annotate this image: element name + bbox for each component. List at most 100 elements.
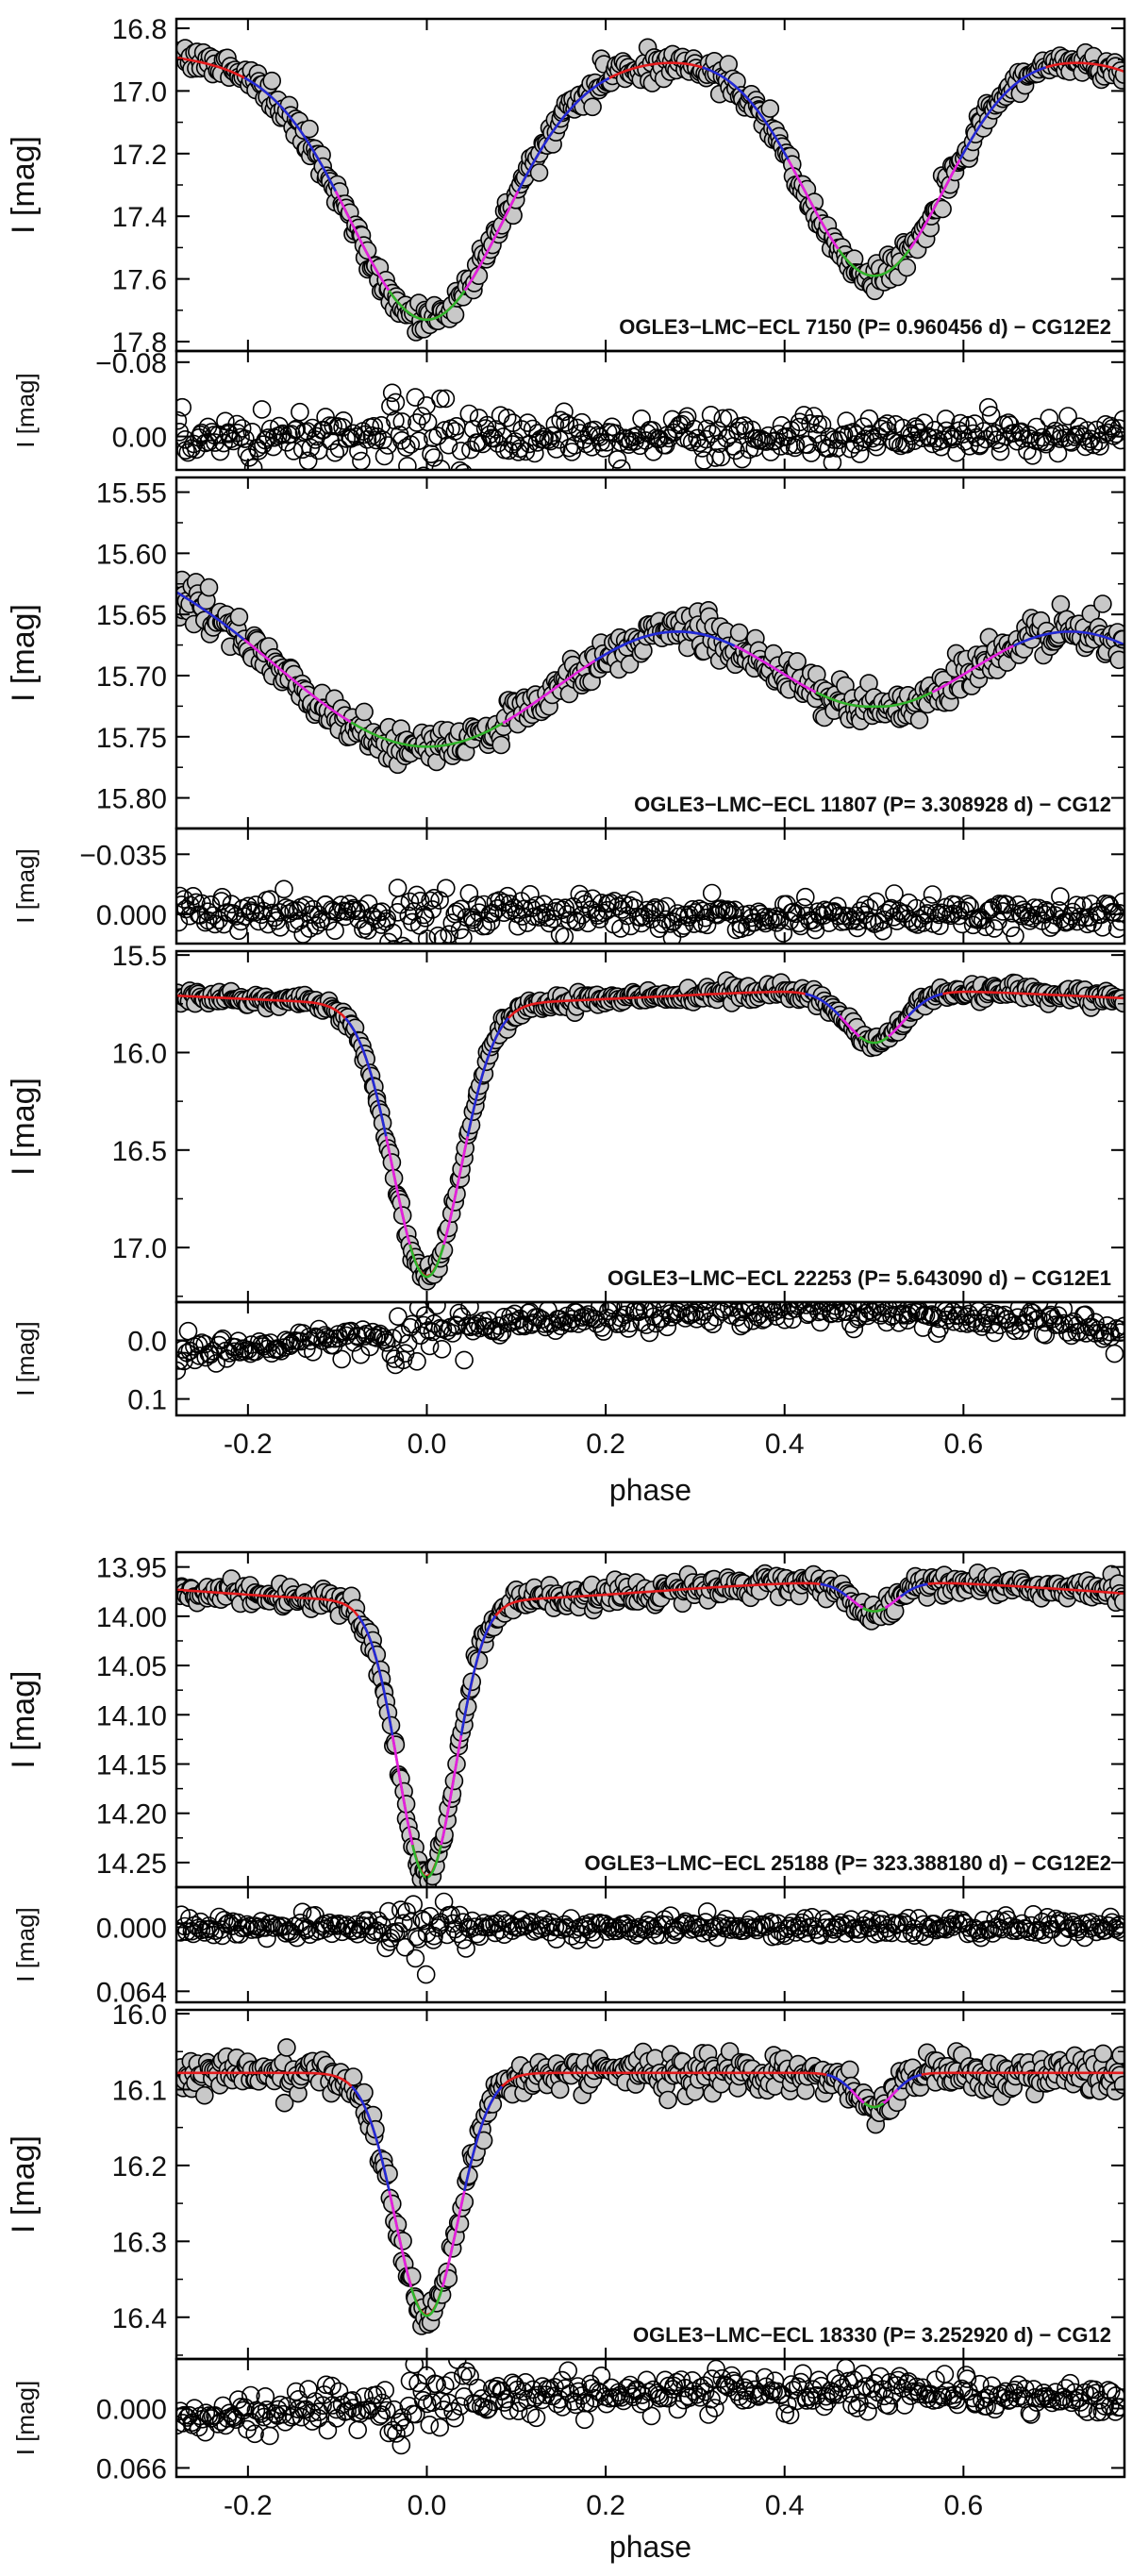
residual-y-axis-label: I [mag] — [11, 373, 40, 447]
model-ingress-magenta — [391, 1735, 414, 1846]
residual-point — [176, 2401, 190, 2420]
residual-point — [793, 2364, 812, 2384]
residual-point — [325, 921, 344, 941]
residual-point — [318, 2420, 338, 2440]
residual-point — [682, 432, 702, 452]
residual-point — [375, 446, 394, 466]
residual-point — [368, 1911, 388, 1931]
model-sec-ingress-blue — [805, 993, 841, 1017]
star-annotation: OGLE3−LMC−ECL 7150 (P= 0.960456 d) − CG1… — [619, 315, 1111, 339]
residual-point — [413, 2391, 433, 2410]
residual-point — [685, 419, 704, 439]
residual-point — [807, 1302, 827, 1311]
residual-point — [518, 413, 538, 432]
residual-point — [845, 435, 865, 454]
residual-point — [801, 2387, 820, 2406]
y-tick-label: 16.3 — [112, 2227, 167, 2258]
residual-point — [496, 2389, 516, 2409]
residual-point — [465, 2359, 472, 2360]
residual-point — [1018, 441, 1037, 460]
residual-point — [176, 410, 188, 430]
model-ingress-magenta — [388, 2190, 413, 2288]
residual-point — [445, 2408, 465, 2428]
data-point — [788, 652, 807, 671]
residual-point — [963, 424, 983, 443]
residual-point — [795, 887, 815, 907]
model-ingress-magenta — [384, 1135, 411, 1246]
residual-point — [742, 420, 761, 440]
residual-point — [493, 427, 513, 446]
residual-point — [382, 383, 402, 403]
x-tick-label: -0.2 — [224, 1429, 273, 1460]
residual-point — [664, 1925, 684, 1945]
residual-point — [672, 919, 691, 938]
residual-point — [454, 928, 473, 944]
residual-point — [176, 890, 194, 909]
residual-point — [468, 2378, 488, 2398]
y-tick-label: 15.80 — [96, 784, 167, 815]
residual-point — [749, 902, 768, 922]
residual-point — [416, 466, 431, 470]
residual-point — [1074, 1928, 1094, 1948]
residual-y-axis-label: I [mag] — [11, 848, 40, 923]
residual-point — [367, 1329, 387, 1347]
residual-frame — [175, 1885, 1126, 2004]
residual-point — [1090, 437, 1109, 456]
residual-point — [621, 1922, 640, 1941]
residual-point — [903, 912, 922, 931]
residual-point — [529, 908, 549, 927]
residual-area — [176, 383, 1124, 470]
residual-point — [467, 895, 487, 914]
model-curve-red — [176, 1581, 1124, 1879]
residual-point — [258, 914, 278, 934]
top-figure: 16.817.017.217.417.617.8I [mag]OGLE3−LMC… — [6, 14, 1126, 1507]
residual-point — [980, 1303, 999, 1323]
y-tick-label: 17.8 — [112, 327, 167, 359]
star-annotation: OGLE3−LMC−ECL 25188 (P= 323.388180 d) − … — [585, 1851, 1111, 1875]
residual-area — [176, 878, 1124, 944]
residual-point — [260, 890, 280, 909]
model-egress-magenta — [441, 2190, 466, 2288]
data-point — [1113, 2075, 1124, 2095]
residual-point — [859, 409, 879, 428]
residual-point — [1024, 1303, 1042, 1323]
residual-point — [774, 924, 793, 943]
residual-point — [1111, 912, 1124, 931]
model-sec-egress-magenta — [931, 644, 1015, 694]
residual-point — [695, 1302, 714, 1311]
residual-point — [1027, 905, 1046, 925]
residual-point — [226, 2410, 245, 2429]
residual-point — [421, 891, 440, 911]
residual-point — [245, 2424, 264, 2444]
residual-point — [459, 404, 479, 424]
residual-y-axis-label: I [mag] — [11, 1907, 40, 1982]
residual-point — [553, 900, 572, 920]
residual-point — [626, 1926, 646, 1945]
residual-point — [1058, 407, 1077, 426]
residual-point — [761, 443, 780, 461]
residual-point — [566, 911, 586, 930]
data-point — [658, 2090, 677, 2110]
residual-point — [810, 1313, 830, 1332]
residual-point — [953, 425, 973, 444]
residual-point — [791, 1920, 810, 1939]
model-sec-ingress-blue — [593, 630, 736, 662]
residual-point — [923, 885, 942, 904]
residual-point — [299, 2380, 318, 2399]
residual-point — [807, 425, 827, 444]
residual-point — [798, 435, 818, 455]
residual-point — [286, 2382, 306, 2401]
panel-ogle3-lmc-ecl-7150: 16.817.017.217.417.617.8I [mag]OGLE3−LMC… — [6, 14, 1126, 472]
y-tick-label: 16.5 — [112, 1136, 167, 1167]
residual-point — [270, 903, 290, 922]
residual-point — [346, 427, 366, 446]
residual-point — [624, 891, 643, 910]
residual-point — [400, 892, 420, 912]
residual-point — [986, 1910, 1006, 1929]
model-egress-blue — [459, 1614, 497, 1736]
y-tick-label: 16.2 — [112, 2151, 167, 2183]
residual-point — [358, 921, 377, 940]
residual-point — [690, 899, 709, 919]
residual-point — [691, 2388, 709, 2407]
residual-point — [551, 410, 571, 430]
